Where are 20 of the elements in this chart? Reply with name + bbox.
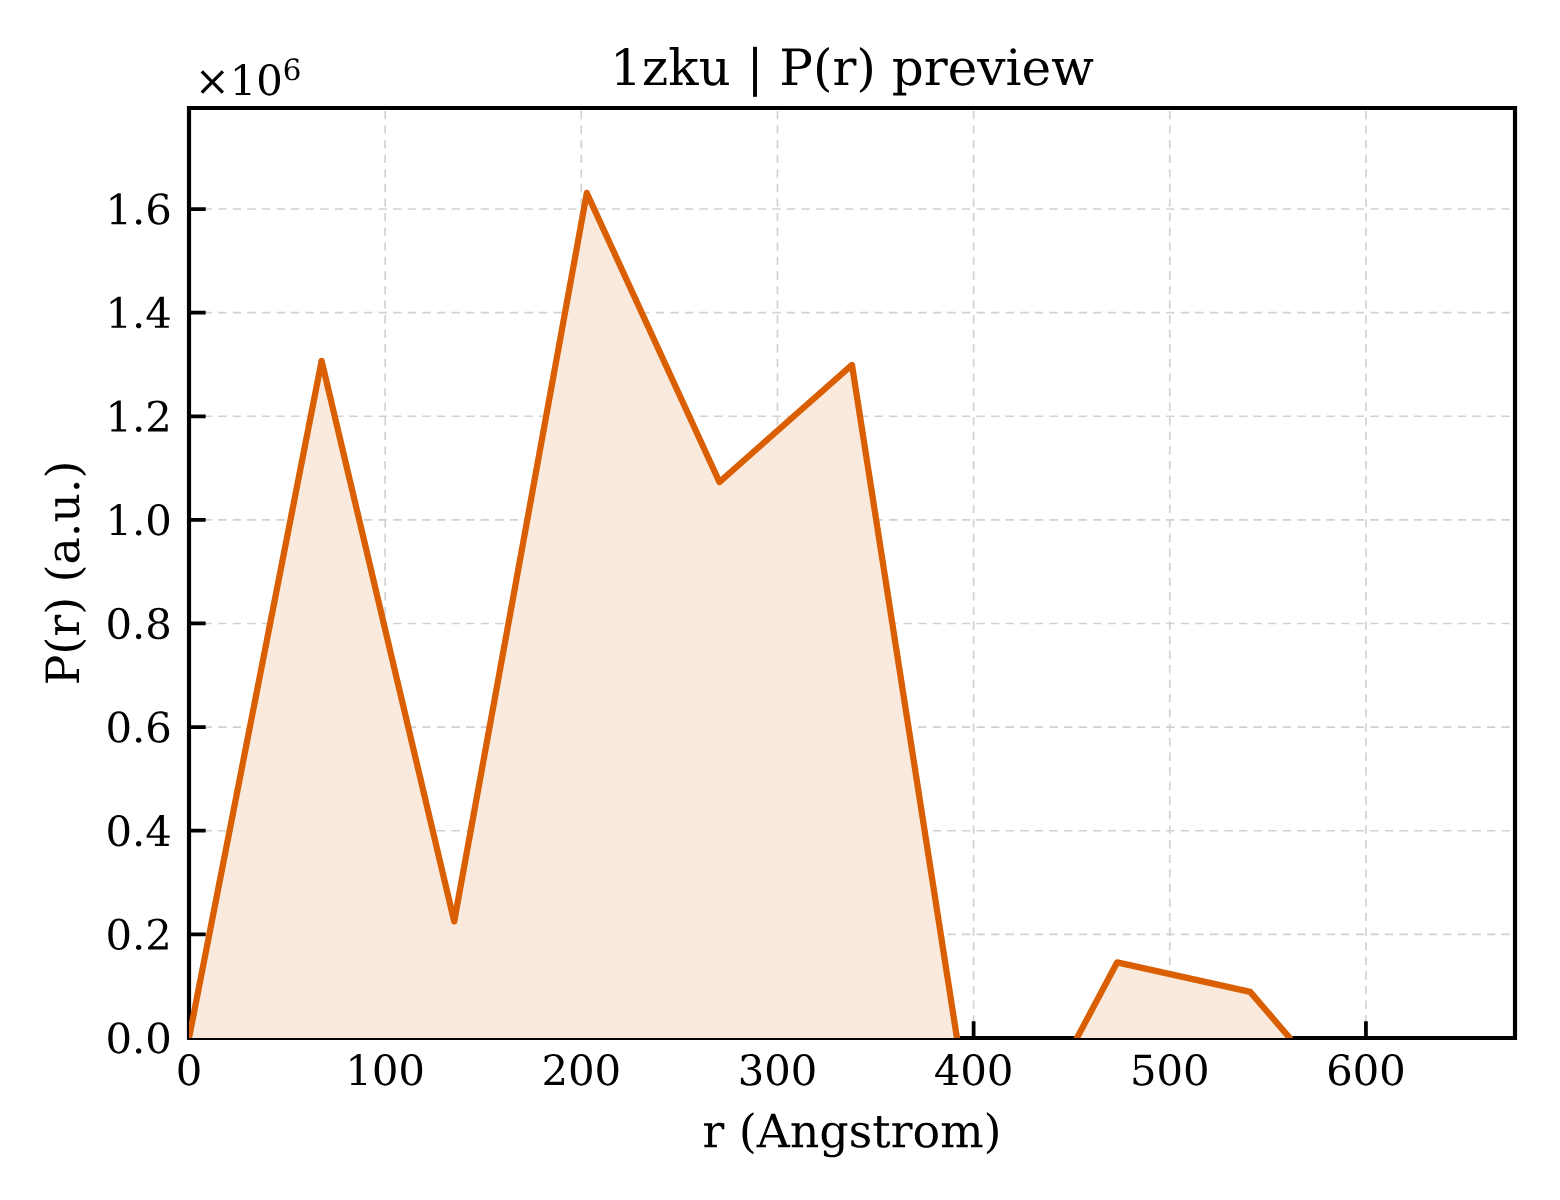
- y-tick-label: 0.0: [108, 1022, 170, 1054]
- chart-title: 1zku | P(r) preview: [616, 46, 1094, 97]
- y-tick-label: 1.0: [110, 504, 170, 536]
- y-tick-label: 0.6: [108, 711, 170, 743]
- y-tick-label: 1.2: [110, 400, 168, 432]
- y-tick-label: 1.6: [110, 193, 170, 225]
- y-axis-title: P(r) (a.u.): [44, 464, 87, 683]
- text: ×10$^{6}$: [200, 58, 300, 96]
- x-tick-label: 300: [740, 1054, 815, 1086]
- x-tick-label: 500: [1133, 1054, 1207, 1086]
- x-tick-label: 100: [350, 1054, 423, 1086]
- y-tick-label: 0.4: [108, 814, 170, 847]
- x-tick-label: 0: [178, 1054, 200, 1086]
- x-tick-label: 400: [935, 1054, 1011, 1086]
- y-tick-label: 1.4: [110, 296, 170, 329]
- y-tick-label: 0.8: [108, 607, 169, 640]
- x-axis-title: r (Angstrom): [704, 1112, 998, 1158]
- x-tick-label: 600: [1328, 1054, 1403, 1086]
- x-tick-label: 200: [544, 1054, 619, 1086]
- y-tick-label: 0.2: [108, 918, 168, 951]
